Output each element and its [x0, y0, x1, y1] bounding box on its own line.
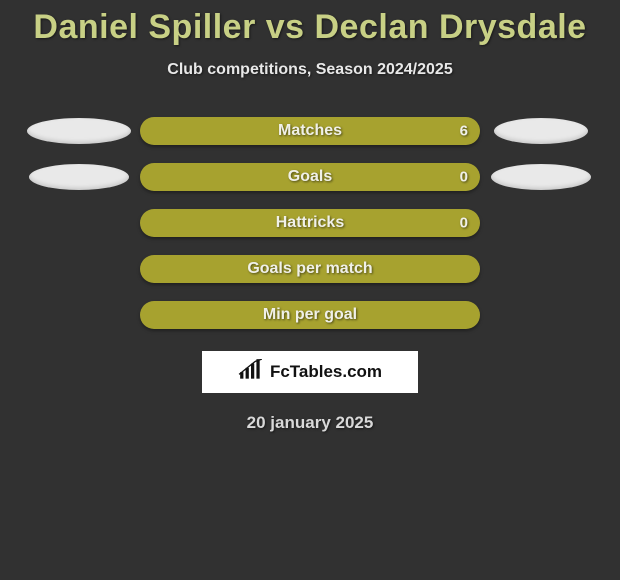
right-slot	[480, 164, 602, 190]
left-slot	[18, 164, 140, 190]
page-title: Daniel Spiller vs Declan Drysdale	[33, 8, 586, 47]
stat-right-value: 0	[460, 215, 468, 232]
bar-chart-icon	[238, 359, 264, 386]
stat-row-goals: Goals 0	[0, 163, 620, 191]
stat-label: Min per goal	[263, 306, 357, 324]
stats-rows: Matches 6 Goals 0	[0, 117, 620, 329]
stat-bar: Hattricks 0	[140, 209, 480, 237]
right-ellipse-icon	[494, 118, 588, 144]
right-slot	[480, 118, 602, 144]
stat-label: Goals	[288, 168, 332, 186]
stat-bar: Goals per match	[140, 255, 480, 283]
fctables-logo: FcTables.com	[202, 351, 418, 393]
stat-row-goals-per-match: Goals per match	[0, 255, 620, 283]
page-subtitle: Club competitions, Season 2024/2025	[167, 61, 452, 79]
stat-label: Hattricks	[276, 214, 344, 232]
stat-row-min-per-goal: Min per goal	[0, 301, 620, 329]
logo-text: FcTables.com	[270, 362, 382, 382]
stat-row-hattricks: Hattricks 0	[0, 209, 620, 237]
stat-label: Goals per match	[247, 260, 372, 278]
stat-row-matches: Matches 6	[0, 117, 620, 145]
left-slot	[18, 118, 140, 144]
comparison-card: Daniel Spiller vs Declan Drysdale Club c…	[0, 0, 620, 580]
stat-bar: Matches 6	[140, 117, 480, 145]
stat-right-value: 0	[460, 169, 468, 186]
stat-bar: Min per goal	[140, 301, 480, 329]
left-ellipse-icon	[29, 164, 129, 190]
left-ellipse-icon	[27, 118, 131, 144]
date-label: 20 january 2025	[247, 413, 374, 433]
right-ellipse-icon	[491, 164, 591, 190]
stat-right-value: 6	[460, 123, 468, 140]
stat-bar: Goals 0	[140, 163, 480, 191]
stat-label: Matches	[278, 122, 342, 140]
